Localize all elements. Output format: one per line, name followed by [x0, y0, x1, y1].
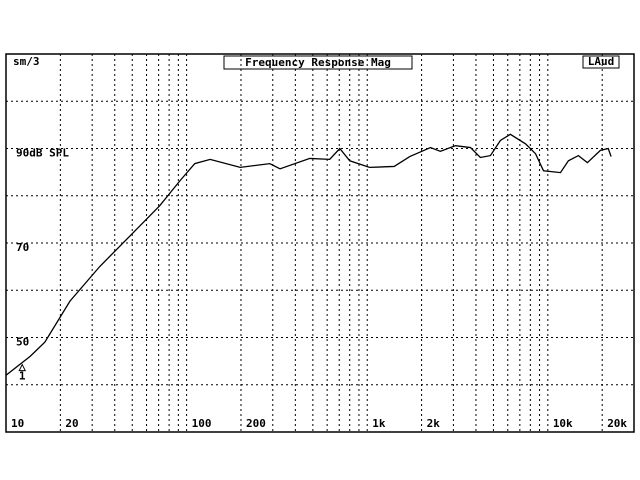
x-tick-label: 10 [11, 417, 24, 430]
x-tick-label: 1k [372, 417, 386, 430]
x-tick-label: 20k [607, 417, 627, 430]
title-box [223, 55, 413, 70]
x-tick-label: 10k [553, 417, 573, 430]
y-tick-label: 50 [16, 336, 29, 349]
x-tick-label: 200 [246, 417, 266, 430]
x-tick-label: 2k [427, 417, 441, 430]
y-tick-label: 90dB SPL [16, 147, 69, 160]
response-curve [5, 133, 612, 376]
corner-box [582, 55, 620, 69]
corner-label: LAud [588, 55, 615, 68]
y-tick-label: 70 [16, 241, 29, 254]
x-tick-label: 100 [192, 417, 212, 430]
x-tick-label: 20 [65, 417, 78, 430]
chart-title: Frequency Response Mag [245, 56, 391, 69]
corner-label: sm/3 [13, 55, 40, 68]
cursor-label: 1 [19, 370, 26, 383]
cursor-marker [18, 363, 27, 372]
